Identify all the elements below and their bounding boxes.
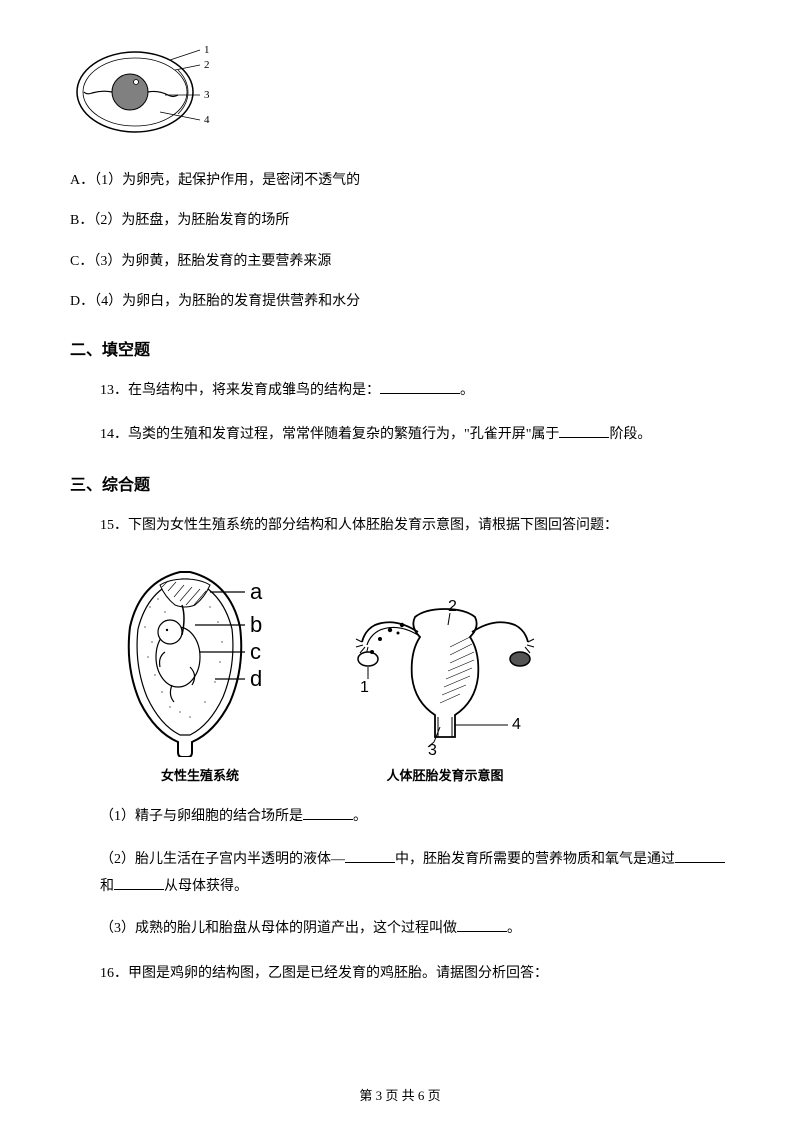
d2-label-1: 1 — [360, 679, 369, 696]
d2-label-2: 2 — [448, 598, 457, 615]
female-repro-diagram: a b c d — [110, 557, 290, 757]
egg-svg: 1 2 3 4 — [70, 40, 220, 140]
diagrams-row: a b c d 女性生殖系统 — [110, 557, 730, 784]
q15-3-pre: （3）成熟的胎儿和胎盘从母体的阴道产出，这个过程叫做 — [100, 921, 457, 936]
q15-1-blank[interactable] — [303, 806, 353, 820]
embryo-dev-diagram: 2 1 3 4 — [340, 597, 550, 757]
egg-label-1: 1 — [204, 44, 210, 56]
question-13: 13．在鸟结构中，将来发育成雏鸟的结构是： 。 — [100, 378, 730, 405]
diagram-2-col: 2 1 3 4 人体胚胎发育示意图 — [340, 597, 550, 784]
option-a: A．（1）为卵壳，起保护作用，是密闭不透气的 — [70, 170, 730, 192]
d2-label-3: 3 — [428, 742, 437, 757]
d1-label-a: a — [250, 579, 263, 604]
egg-label-4: 4 — [204, 114, 210, 126]
d1-label-c: c — [250, 639, 261, 664]
q15-2-blank2[interactable] — [675, 849, 725, 863]
egg-label-2: 2 — [204, 59, 210, 71]
q15-2-mid1: 中，胚胎发育所需要的营养物质和氧气是通过 — [395, 852, 675, 867]
q15-1-pre: （1）精子与卵细胞的结合场所是 — [100, 809, 303, 824]
q15-3-post: 。 — [507, 921, 521, 936]
q14-blank[interactable] — [559, 424, 609, 438]
question-14: 14．鸟类的生殖和发育过程，常常伴随着复杂的繁殖行为，"孔雀开屏"属于 阶段。 — [100, 422, 730, 449]
q15-1: （1）精子与卵细胞的结合场所是 。 — [100, 804, 730, 831]
question-15-intro: 15．下图为女性生殖系统的部分结构和人体胚胎发育示意图，请根据下图回答问题： — [100, 513, 730, 540]
section-3-heading: 三、综合题 — [70, 471, 730, 495]
q15-1-post: 。 — [353, 809, 367, 824]
diagram-1-caption: 女性生殖系统 — [161, 765, 239, 784]
option-d: D．（4）为卵白，为胚胎的发育提供营养和水分 — [70, 291, 730, 313]
diagram-1-col: a b c d 女性生殖系统 — [110, 557, 290, 784]
option-c: C．（3）为卵黄，胚胎发育的主要营养来源 — [70, 251, 730, 273]
diagram-2-caption: 人体胚胎发育示意图 — [386, 765, 503, 784]
q15-3: （3）成熟的胎儿和胎盘从母体的阴道产出，这个过程叫做 。 — [100, 916, 730, 943]
q15-2-post: 从母体获得。 — [164, 879, 248, 894]
egg-diagram: 1 2 3 4 — [70, 40, 730, 145]
q13-pre: 13．在鸟结构中，将来发育成雏鸟的结构是： — [100, 383, 380, 398]
egg-label-3: 3 — [204, 89, 210, 101]
q14-post: 阶段。 — [609, 427, 651, 442]
q15-2: （2）胎儿生活在子宫内半透明的液体— 中，胚胎发育所需要的营养物质和氧气是通过和 从… — [100, 847, 730, 900]
q14-pre: 14．鸟类的生殖和发育过程，常常伴随着复杂的繁殖行为，"孔雀开屏"属于 — [100, 427, 559, 442]
q15-3-blank[interactable] — [457, 918, 507, 932]
d1-label-d: d — [250, 666, 262, 691]
q13-blank[interactable] — [380, 380, 460, 394]
d1-label-b: b — [250, 612, 262, 637]
q13-post: 。 — [460, 383, 474, 398]
question-16: 16．甲图是鸡卵的结构图，乙图是已经发育的鸡胚胎。请据图分析回答： — [100, 961, 730, 988]
q15-2-pre: （2）胎儿生活在子宫内半透明的液体— — [100, 852, 345, 867]
page-footer: 第 3 页 共 6 页 — [0, 1085, 800, 1104]
d2-label-4: 4 — [512, 716, 521, 733]
option-b: B．（2）为胚盘，为胚胎发育的场所 — [70, 210, 730, 232]
q15-2-mid2: 和 — [100, 879, 114, 894]
q15-2-blank1[interactable] — [345, 849, 395, 863]
section-2-heading: 二、填空题 — [70, 336, 730, 360]
q15-2-blank3[interactable] — [114, 876, 164, 890]
